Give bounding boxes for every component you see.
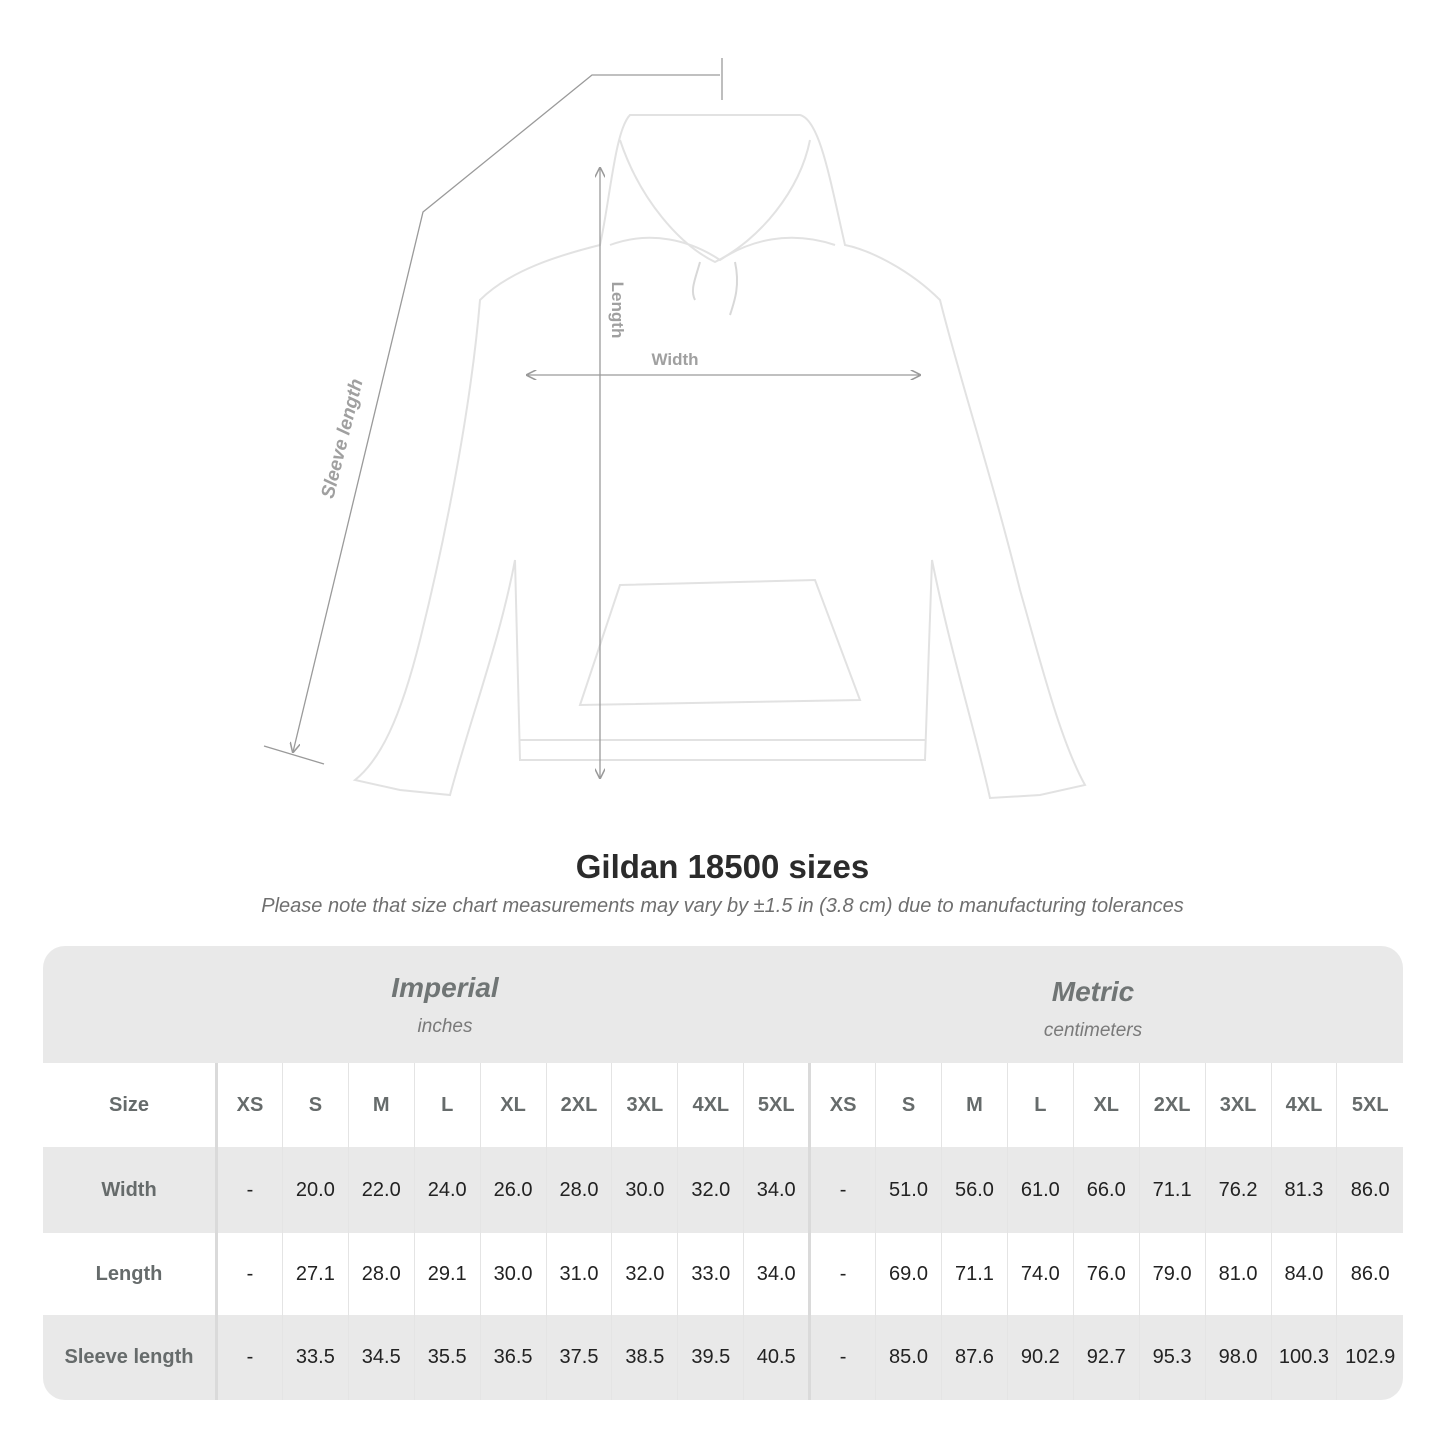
metric-value-cell: 69.0: [875, 1233, 942, 1315]
metric-value-cell: -: [808, 1147, 876, 1233]
metric-size-header: 5XL: [1336, 1063, 1403, 1147]
metric-size-header: 2XL: [1138, 1063, 1206, 1147]
metric-value-cell: 102.9: [1336, 1315, 1403, 1400]
imperial-value-cell: -: [216, 1147, 283, 1233]
size-table: Size XS S M L XL 2XL 3XL 4XL 5XL XS S M L XL 2XL 3XL 4XL 5…: [43, 1063, 1403, 1400]
metric-value-cell: 51.0: [875, 1147, 942, 1233]
size-header-row: Size XS S M L XL 2XL 3XL 4XL 5XL XS S M L XL 2XL 3XL 4XL 5…: [43, 1063, 1403, 1147]
metric-size-header: S: [875, 1063, 942, 1147]
imperial-value-cell: 30.0: [611, 1147, 678, 1233]
imperial-value-cell: 38.5: [611, 1315, 678, 1400]
imperial-value-cell: 34.0: [743, 1233, 810, 1315]
imperial-value-cell: -: [216, 1233, 283, 1315]
metric-size-header: L: [1006, 1063, 1074, 1147]
imperial-size-header: XS: [216, 1063, 283, 1147]
metric-value-cell: 85.0: [875, 1315, 942, 1400]
imperial-value-cell: 37.5: [545, 1315, 612, 1400]
metric-size-header: M: [940, 1063, 1008, 1147]
table-row: Sleeve length -33.5 34.5 35.5 36.5 37.5 38.5 39…: [43, 1315, 1403, 1400]
sleeve-length-line: [293, 74, 720, 752]
metric-value-cell: 81.3: [1270, 1147, 1337, 1233]
hoodie-image: [352, 114, 1087, 800]
metric-value-cell: 86.0: [1336, 1147, 1403, 1233]
width-label: Width: [651, 350, 698, 369]
chart-title: Gildan 18500 sizes: [575, 848, 870, 885]
sleeve-length-label: Sleeve length: [318, 377, 368, 501]
imperial-value-cell: 24.0: [413, 1147, 481, 1233]
imperial-value-cell: 39.5: [677, 1315, 744, 1400]
imperial-value-cell: 32.0: [611, 1233, 678, 1315]
imperial-size-header: S: [281, 1063, 349, 1147]
metric-value-cell: 74.0: [1006, 1233, 1074, 1315]
metric-size-header: XL: [1072, 1063, 1140, 1147]
imperial-value-cell: 34.5: [347, 1315, 415, 1400]
imperial-size-header: 4XL: [677, 1063, 744, 1147]
imperial-value-cell: 22.0: [347, 1147, 415, 1233]
row-label: Width: [43, 1147, 218, 1233]
imperial-value-cell: 28.0: [545, 1147, 612, 1233]
metric-size-header: XS: [808, 1063, 876, 1147]
row-label: Length: [43, 1233, 218, 1315]
imperial-value-cell: -: [216, 1315, 283, 1400]
metric-value-cell: 81.0: [1204, 1233, 1271, 1315]
imperial-value-cell: 27.1: [281, 1233, 349, 1315]
imperial-value-cell: 30.0: [479, 1233, 547, 1315]
imperial-value-cell: 28.0: [347, 1233, 415, 1315]
metric-value-cell: 86.0: [1336, 1233, 1403, 1315]
metric-value-cell: 71.1: [940, 1233, 1008, 1315]
imperial-size-header: M: [347, 1063, 415, 1147]
size-chart: Imperial inches Metric centimeters Size X…: [43, 946, 1403, 1400]
metric-value-cell: 71.1: [1138, 1147, 1206, 1233]
metric-value-cell: 76.0: [1072, 1233, 1140, 1315]
metric-value-cell: 79.0: [1138, 1233, 1206, 1315]
imperial-size-header: 3XL: [611, 1063, 678, 1147]
metric-value-cell: -: [808, 1233, 876, 1315]
metric-value-cell: 84.0: [1270, 1233, 1337, 1315]
metric-value-cell: 92.7: [1072, 1315, 1140, 1400]
imperial-unit: inches: [417, 1016, 473, 1037]
metric-value-cell: 90.2: [1006, 1315, 1074, 1400]
metric-unit: centimeters: [1043, 1020, 1143, 1041]
metric-value-cell: 56.0: [940, 1147, 1008, 1233]
imperial-value-cell: 20.0: [281, 1147, 349, 1233]
imperial-value-cell: 40.5: [743, 1315, 810, 1400]
imperial-value-cell: 32.0: [677, 1147, 744, 1233]
metric-value-cell: 61.0: [1006, 1147, 1074, 1233]
imperial-value-cell: 33.0: [677, 1233, 744, 1315]
metric-title: Metric: [1051, 976, 1135, 1007]
imperial-header: Imperial inches: [145, 972, 745, 1038]
metric-size-header: 4XL: [1270, 1063, 1337, 1147]
metric-value-cell: 98.0: [1204, 1315, 1271, 1400]
imperial-value-cell: 36.5: [479, 1315, 547, 1400]
metric-value-cell: 87.6: [940, 1315, 1008, 1400]
imperial-value-cell: 35.5: [413, 1315, 481, 1400]
metric-size-header: 3XL: [1204, 1063, 1271, 1147]
length-label: Length: [608, 282, 627, 339]
metric-value-cell: 100.3: [1270, 1315, 1337, 1400]
metric-header: Metric centimeters: [793, 976, 1393, 1042]
table-row: Width -20.0 22.0 24.0 26.0 28.0 30.0 32.0 34.0-5…: [43, 1147, 1403, 1233]
imperial-size-header: L: [413, 1063, 481, 1147]
unit-header: Imperial inches Metric centimeters: [43, 946, 1403, 1063]
imperial-value-cell: 31.0: [545, 1233, 612, 1315]
size-header-label: Size: [43, 1063, 218, 1147]
metric-value-cell: 76.2: [1204, 1147, 1271, 1233]
metric-value-cell: 95.3: [1138, 1315, 1206, 1400]
imperial-value-cell: 33.5: [281, 1315, 349, 1400]
imperial-value-cell: 26.0: [479, 1147, 547, 1233]
tolerance-note: Please note that size chart measurements…: [261, 895, 1184, 917]
table-row: Length -27.1 28.0 29.1 30.0 31.0 32.0 33.0 34.0-…: [43, 1233, 1403, 1315]
imperial-title: Imperial: [391, 972, 499, 1003]
row-label: Sleeve length: [43, 1315, 218, 1400]
imperial-size-header: 5XL: [743, 1063, 810, 1147]
hoodie-measurement-diagram: Sleeve length Length Width: [263, 58, 1087, 800]
imperial-size-header: 2XL: [545, 1063, 612, 1147]
imperial-value-cell: 34.0: [743, 1147, 810, 1233]
imperial-value-cell: 29.1: [413, 1233, 481, 1315]
metric-value-cell: 66.0: [1072, 1147, 1140, 1233]
measure-lines: [263, 58, 920, 778]
imperial-size-header: XL: [479, 1063, 547, 1147]
metric-value-cell: -: [808, 1315, 876, 1400]
